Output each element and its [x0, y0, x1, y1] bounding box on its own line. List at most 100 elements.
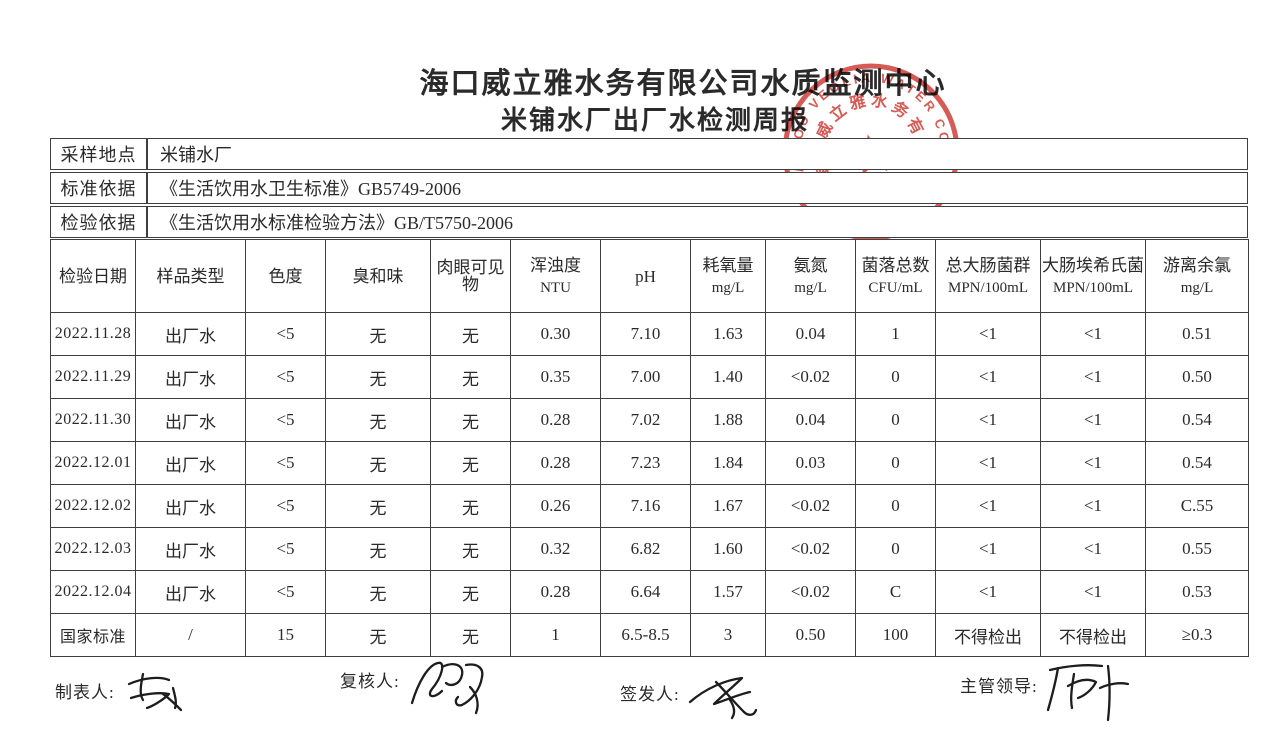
table-cell: <1: [935, 484, 1041, 528]
column-header-unit: mg/L: [711, 279, 745, 296]
table-row: 2022.11.28 出厂水 <5 无无 0.30 7.10 1.63 0.04 1 <1 <1 0.…: [50, 312, 1249, 356]
issuer-signature: [688, 676, 757, 720]
table-cell: 不得检出: [935, 613, 1041, 657]
table-cell: 无: [325, 355, 431, 399]
table-cell: C: [855, 570, 936, 614]
table-cell: 0.50: [765, 613, 856, 657]
column-header: 大肠埃希氏菌 MPN/100mL: [1040, 239, 1146, 313]
table-cell: 1: [510, 613, 601, 657]
supervisor-signature: [1046, 664, 1129, 722]
row-date-cell: 2022.11.28: [50, 312, 136, 356]
column-header-unit: MPN/100mL: [1052, 279, 1133, 296]
column-header: 浑浊度 NTU: [510, 239, 601, 313]
table-cell: 0.03: [765, 441, 856, 485]
table-cell: 0.04: [765, 398, 856, 442]
table-cell: <5: [245, 355, 326, 399]
table-cell: /: [135, 613, 246, 657]
table-cell: <1: [935, 398, 1041, 442]
row-date-cell: 2022.12.04: [50, 570, 136, 614]
table-cell: 无: [430, 527, 511, 571]
table-cell: 无: [325, 527, 431, 571]
table-cell: 1.88: [690, 398, 766, 442]
info-value: 《生活饮用水卫生标准》GB5749-2006: [147, 172, 1248, 204]
report-subtitle: 米铺水厂出厂水检测周报: [500, 106, 809, 135]
table-cell: <1: [1040, 355, 1146, 399]
table-cell: 1.60: [690, 527, 766, 571]
column-header-unit: MPN/100mL: [947, 279, 1028, 296]
table-cell: 0.26: [510, 484, 601, 528]
info-label: 检验依据: [50, 206, 147, 238]
table-row: 2022.12.03 出厂水 <5 无无 0.32 6.82 1.60 <0.02 0 <1 <1 0…: [50, 527, 1249, 571]
supervisor-signature-block: 主管领导:: [960, 660, 1134, 724]
table-cell: 15: [245, 613, 326, 657]
table-cell: <1: [935, 570, 1041, 614]
info-label: 采样地点: [50, 138, 147, 170]
table-cell: 0.28: [510, 570, 601, 614]
info-row-sampling-location: 采样地点 米铺水厂: [50, 138, 1248, 170]
table-row: 2022.12.04 出厂水 <5 无无 0.28 6.64 1.57 <0.02 C <1 <1 0…: [50, 570, 1249, 614]
table-cell: 出厂水: [135, 441, 246, 485]
table-row: 2022.11.30 出厂水 <5 无无 0.28 7.02 1.88 0.04 0 <1 <1 0.…: [50, 398, 1249, 442]
issuer-label: 签发人:: [620, 685, 680, 704]
table-row: 2022.12.02 出厂水 <5 无无 0.26 7.16 1.67 <0.02 0 <1 <1 C…: [50, 484, 1249, 528]
info-value: 米铺水厂: [147, 138, 1248, 170]
table-cell: 无: [430, 613, 511, 657]
info-value: 《生活饮用水标准检验方法》GB/T5750-2006: [147, 206, 1248, 238]
table-cell: <1: [935, 355, 1041, 399]
column-header-name: 样品类型: [156, 266, 225, 286]
table-cell: 无: [325, 484, 431, 528]
preparer-label: 制表人:: [55, 683, 115, 702]
table-cell: 出厂水: [135, 484, 246, 528]
table-cell: 无: [430, 312, 511, 356]
table-cell: 6.64: [600, 570, 691, 614]
table-cell: 出厂水: [135, 312, 246, 356]
table-cell: 6.82: [600, 527, 691, 571]
column-header: 臭和味: [325, 239, 431, 313]
issuer-signature-block: 签发人:: [620, 668, 784, 728]
table-cell: 0.04: [765, 312, 856, 356]
table-cell: 7.23: [600, 441, 691, 485]
table-header-row: 检验日期 样品类型 色度 臭和味 肉眼可见物 浑浊度 NTU pH 耗氧量 mg/L 氨氮 mg/L 菌…: [50, 239, 1249, 313]
column-header-name: 浑浊度: [530, 255, 581, 275]
column-header-name: 色度: [268, 266, 303, 286]
table-cell: 7.02: [600, 398, 691, 442]
table-cell: <1: [1040, 312, 1146, 356]
table-cell: 无: [325, 398, 431, 442]
table-cell: 7.10: [600, 312, 691, 356]
report-info-table: 采样地点 米铺水厂 标准依据 《生活饮用水卫生标准》GB5749-2006 检验…: [50, 136, 1248, 240]
table-cell: 0: [855, 527, 936, 571]
column-header-name: 氨氮: [793, 255, 828, 275]
column-header: 检验日期: [50, 239, 136, 313]
table-cell: 0: [855, 355, 936, 399]
column-header-unit: CFU/mL: [868, 279, 923, 296]
reviewer-label: 复核人:: [340, 672, 400, 691]
info-row-standard-basis: 标准依据 《生活饮用水卫生标准》GB5749-2006: [50, 172, 1248, 204]
table-cell: 7.16: [600, 484, 691, 528]
table-cell: 0.50: [1145, 355, 1249, 399]
reviewer-signature: [410, 661, 484, 715]
table-cell: 无: [325, 570, 431, 614]
table-cell: 0.53: [1145, 570, 1249, 614]
table-cell: 1.40: [690, 355, 766, 399]
table-cell: 0.28: [510, 398, 601, 442]
table-cell: 0: [855, 398, 936, 442]
table-cell: 3: [690, 613, 766, 657]
table-cell: 0.30: [510, 312, 601, 356]
table-cell: <1: [935, 441, 1041, 485]
table-cell: 无: [325, 613, 431, 657]
column-header: 游离余氯 mg/L: [1145, 239, 1249, 313]
table-cell: 7.00: [600, 355, 691, 399]
column-header: 耗氧量 mg/L: [690, 239, 766, 313]
table-cell: 0.54: [1145, 441, 1249, 485]
table-cell: <1: [1040, 441, 1146, 485]
water-quality-table: 检验日期 样品类型 色度 臭和味 肉眼可见物 浑浊度 NTU pH 耗氧量 mg/L 氨氮 mg/L 菌…: [50, 239, 1249, 657]
table-cell: 无: [430, 398, 511, 442]
row-date-cell: 国家标准: [50, 613, 136, 657]
table-cell: <0.02: [765, 355, 856, 399]
table-cell: 无: [325, 441, 431, 485]
column-header-name: 臭和味: [352, 266, 404, 286]
table-cell: <5: [245, 527, 326, 571]
table-cell: 0: [855, 484, 936, 528]
column-header-name: 总大肠菌群: [945, 255, 1031, 275]
column-header-name: 菌落总数: [861, 255, 930, 275]
